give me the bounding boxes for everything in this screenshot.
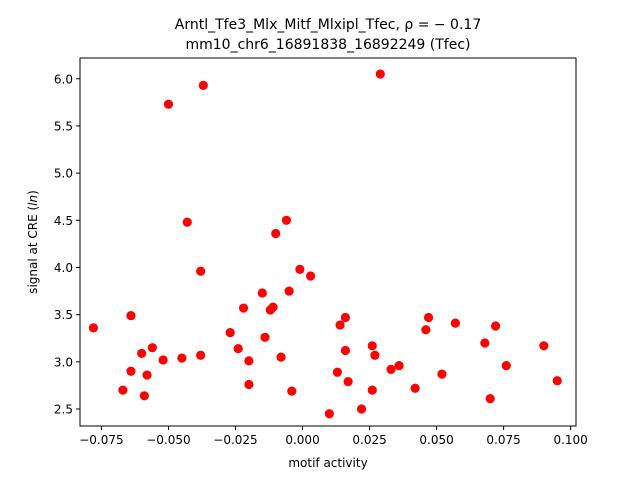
data-point <box>244 379 254 390</box>
data-point <box>501 361 511 371</box>
data-point <box>437 369 447 379</box>
x-tick-label: 0.025 <box>352 433 386 447</box>
data-point <box>126 366 136 376</box>
x-tick-label: 0.075 <box>486 433 520 447</box>
data-point <box>343 377 353 387</box>
x-tick-label: 0.100 <box>553 433 587 447</box>
y-tick-label: 6.0 <box>54 72 73 86</box>
y-tick-label: 5.5 <box>54 119 73 133</box>
data-point <box>356 404 367 414</box>
y-tick-label: 3.0 <box>54 355 73 369</box>
data-point <box>423 312 434 323</box>
data-point <box>367 341 377 351</box>
data-point <box>260 332 270 342</box>
data-point <box>480 338 490 348</box>
data-point <box>238 303 249 313</box>
data-point <box>158 355 168 365</box>
data-point <box>410 383 420 393</box>
data-point <box>244 356 254 366</box>
data-point <box>88 323 99 333</box>
y-tick-label: 4.0 <box>54 261 73 275</box>
data-point <box>139 391 149 401</box>
data-point <box>142 370 152 380</box>
y-tick-label: 5.0 <box>54 167 73 181</box>
x-axis-ticks: −0.075 −0.050 −0.025 0.000 0.025 0.050 0.075 0.… <box>79 426 588 447</box>
data-point <box>386 364 396 374</box>
data-point <box>539 341 549 351</box>
data-point <box>182 217 192 227</box>
data-point <box>367 385 377 395</box>
data-point <box>370 350 380 360</box>
data-point <box>163 99 174 109</box>
data-point <box>340 345 351 356</box>
data-point <box>137 348 147 358</box>
data-point <box>118 385 128 395</box>
chart-title-line1: Arntl_Tfe3_Mlx_Mitf_Mlxipl_Tfec, ρ = − 0… <box>175 17 481 33</box>
data-point <box>450 318 460 328</box>
data-point <box>490 321 501 331</box>
data-point <box>485 394 495 404</box>
y-tick-label: 3.5 <box>54 308 73 322</box>
y-axis-ticks: 2.5 3.0 3.5 4.0 4.5 5.0 5.5 6.0 <box>54 72 80 417</box>
data-point <box>284 286 294 296</box>
data-point <box>225 327 235 338</box>
data-point <box>305 271 316 281</box>
data-point <box>233 344 243 354</box>
data-points <box>88 69 562 419</box>
data-point <box>257 288 267 298</box>
x-tick-label: 0.000 <box>285 433 319 447</box>
data-point <box>276 352 286 362</box>
x-tick-label: 0.050 <box>419 433 453 447</box>
data-point <box>340 312 351 323</box>
data-point <box>332 367 342 377</box>
data-point <box>198 80 208 90</box>
x-axis-label: motif activity <box>288 456 367 470</box>
data-point <box>177 353 187 363</box>
data-point <box>552 376 562 386</box>
x-tick-label: −0.075 <box>79 433 123 447</box>
y-tick-label: 2.5 <box>54 403 73 417</box>
data-point <box>394 361 404 371</box>
data-point <box>324 409 334 419</box>
data-point <box>126 311 136 321</box>
data-point <box>281 215 292 225</box>
plot-frame <box>79 57 577 427</box>
data-point <box>421 325 431 335</box>
data-point <box>196 350 206 360</box>
data-point <box>335 320 345 330</box>
data-point <box>375 69 385 79</box>
data-point <box>287 386 297 396</box>
x-tick-label: −0.025 <box>213 433 257 447</box>
data-point <box>295 264 305 274</box>
y-axis-label-italic: ln <box>26 195 40 206</box>
data-point <box>147 343 157 353</box>
y-tick-label: 4.5 <box>54 214 73 228</box>
y-axis-label-suffix: ) <box>26 190 40 195</box>
y-axis-label: signal at CRE (ln) <box>26 190 40 294</box>
data-point <box>196 266 206 276</box>
x-tick-label: −0.050 <box>146 433 190 447</box>
data-point <box>271 228 281 239</box>
chart-title-line2: mm10_chr6_16891838_16892249 (Tfec) <box>185 37 470 53</box>
y-axis-label-prefix: signal at CRE ( <box>26 206 40 294</box>
data-point <box>268 302 278 312</box>
